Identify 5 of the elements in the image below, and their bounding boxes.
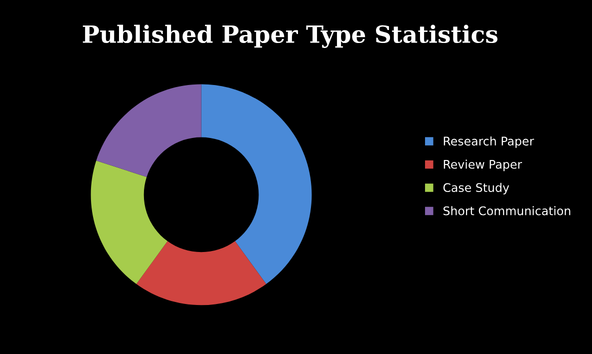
chart-title: Published Paper Type Statistics — [82, 24, 498, 48]
legend-label: Short Communication — [444, 206, 570, 216]
legend-label: Case Study — [443, 182, 510, 194]
legend-label: Research Paper — [444, 136, 534, 148]
legend-label: Review Paper — [444, 160, 522, 172]
